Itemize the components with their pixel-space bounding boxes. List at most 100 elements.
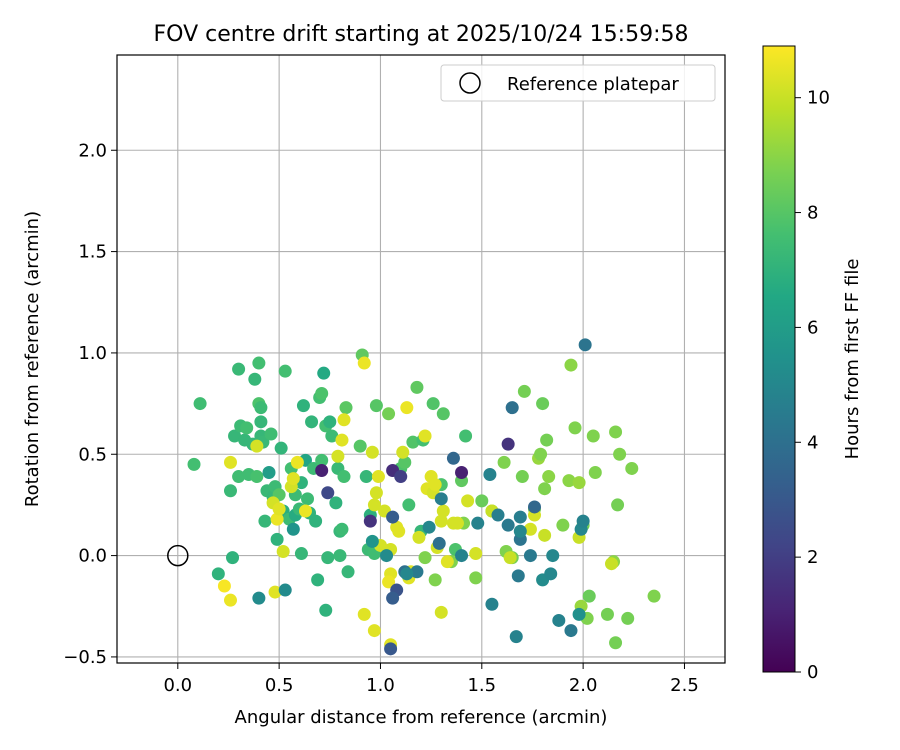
data-point bbox=[223, 455, 237, 469]
data-point bbox=[252, 591, 266, 605]
data-point bbox=[264, 427, 278, 441]
colorbar-tick-label: 0 bbox=[807, 662, 818, 683]
colorbar-tick-label: 4 bbox=[807, 432, 818, 453]
colorbar-tick-label: 6 bbox=[807, 317, 818, 338]
x-tick-label: 0.0 bbox=[163, 675, 192, 696]
data-point bbox=[248, 372, 262, 386]
legend-marker-icon bbox=[459, 72, 481, 94]
data-point bbox=[586, 429, 600, 443]
data-point bbox=[523, 549, 537, 563]
data-point bbox=[428, 573, 442, 587]
data-point bbox=[527, 500, 541, 514]
data-point bbox=[268, 585, 282, 599]
data-point bbox=[250, 439, 264, 453]
data-point bbox=[369, 399, 383, 413]
legend-box bbox=[440, 64, 716, 102]
data-point bbox=[371, 470, 385, 484]
data-point bbox=[392, 524, 406, 538]
data-point bbox=[369, 486, 383, 500]
colorbar-ticks: 0 2 4 6 8 10 bbox=[795, 88, 830, 683]
data-point bbox=[434, 492, 448, 506]
data-point bbox=[232, 362, 246, 376]
data-point bbox=[298, 504, 312, 518]
data-point bbox=[315, 453, 329, 467]
data-point bbox=[432, 536, 446, 550]
data-point bbox=[483, 468, 497, 482]
data-point bbox=[546, 549, 560, 563]
data-point bbox=[339, 401, 353, 415]
data-point bbox=[400, 401, 414, 415]
data-point bbox=[353, 439, 367, 453]
data-point bbox=[513, 510, 527, 524]
data-point bbox=[278, 583, 292, 597]
data-point bbox=[319, 603, 333, 617]
data-point bbox=[485, 597, 499, 611]
data-point bbox=[523, 522, 537, 536]
data-point bbox=[536, 397, 550, 411]
data-point bbox=[406, 435, 420, 449]
x-tick-label: 2.0 bbox=[569, 675, 598, 696]
data-point bbox=[600, 607, 614, 621]
data-point bbox=[226, 551, 240, 565]
data-point bbox=[402, 498, 416, 512]
data-point bbox=[588, 465, 602, 479]
data-point bbox=[544, 567, 558, 581]
data-point bbox=[217, 579, 231, 593]
data-point bbox=[538, 482, 552, 496]
data-point bbox=[422, 520, 436, 534]
data-point bbox=[228, 429, 242, 443]
data-points bbox=[187, 338, 661, 656]
y-axis-ticks: −0.5 0.0 0.5 1.0 1.5 2.0 bbox=[63, 140, 117, 668]
data-point bbox=[325, 429, 339, 443]
data-point bbox=[305, 415, 319, 429]
data-point bbox=[564, 358, 578, 372]
y-tick-label: −0.5 bbox=[63, 647, 107, 668]
data-point bbox=[625, 461, 639, 475]
data-point bbox=[240, 421, 254, 435]
data-point bbox=[471, 516, 485, 530]
data-point bbox=[315, 386, 329, 400]
data-point bbox=[193, 397, 207, 411]
data-point bbox=[428, 478, 442, 492]
data-point bbox=[534, 447, 548, 461]
data-point bbox=[223, 484, 237, 498]
data-point bbox=[296, 399, 310, 413]
data-point bbox=[365, 445, 379, 459]
data-point bbox=[363, 514, 377, 528]
data-point bbox=[436, 407, 450, 421]
data-point bbox=[647, 589, 661, 603]
x-tick-label: 0.5 bbox=[265, 675, 294, 696]
colorbar-tick-label: 10 bbox=[807, 88, 830, 109]
data-point bbox=[321, 486, 335, 500]
data-point bbox=[384, 642, 398, 656]
data-point bbox=[335, 522, 349, 536]
data-point bbox=[538, 528, 552, 542]
data-point bbox=[262, 465, 276, 479]
plot-frame bbox=[116, 54, 726, 664]
data-point bbox=[254, 415, 268, 429]
x-tick-label: 1.5 bbox=[467, 675, 496, 696]
data-point bbox=[250, 470, 264, 484]
y-tick-label: 0.5 bbox=[78, 444, 107, 465]
data-point bbox=[398, 455, 412, 469]
data-point bbox=[564, 624, 578, 638]
y-tick-label: 1.5 bbox=[78, 242, 107, 263]
chart-title: FOV centre drift starting at 2025/10/24 … bbox=[154, 22, 689, 47]
data-point bbox=[396, 445, 410, 459]
x-axis-ticks: 0.0 0.5 1.0 1.5 2.0 2.5 bbox=[163, 663, 699, 696]
data-point bbox=[556, 518, 570, 532]
y-tick-label: 1.0 bbox=[78, 343, 107, 364]
colorbar: 0 2 4 6 8 10 Hours from first FF file bbox=[762, 45, 863, 683]
data-point bbox=[503, 551, 517, 565]
data-point bbox=[232, 470, 246, 484]
data-point bbox=[309, 514, 323, 528]
data-point bbox=[323, 415, 337, 429]
data-point bbox=[394, 470, 408, 484]
data-point bbox=[497, 455, 511, 469]
data-point bbox=[605, 557, 619, 571]
data-point bbox=[446, 451, 460, 465]
data-point bbox=[418, 429, 432, 443]
data-point bbox=[578, 338, 592, 352]
data-point bbox=[469, 571, 483, 585]
data-point bbox=[491, 508, 505, 522]
